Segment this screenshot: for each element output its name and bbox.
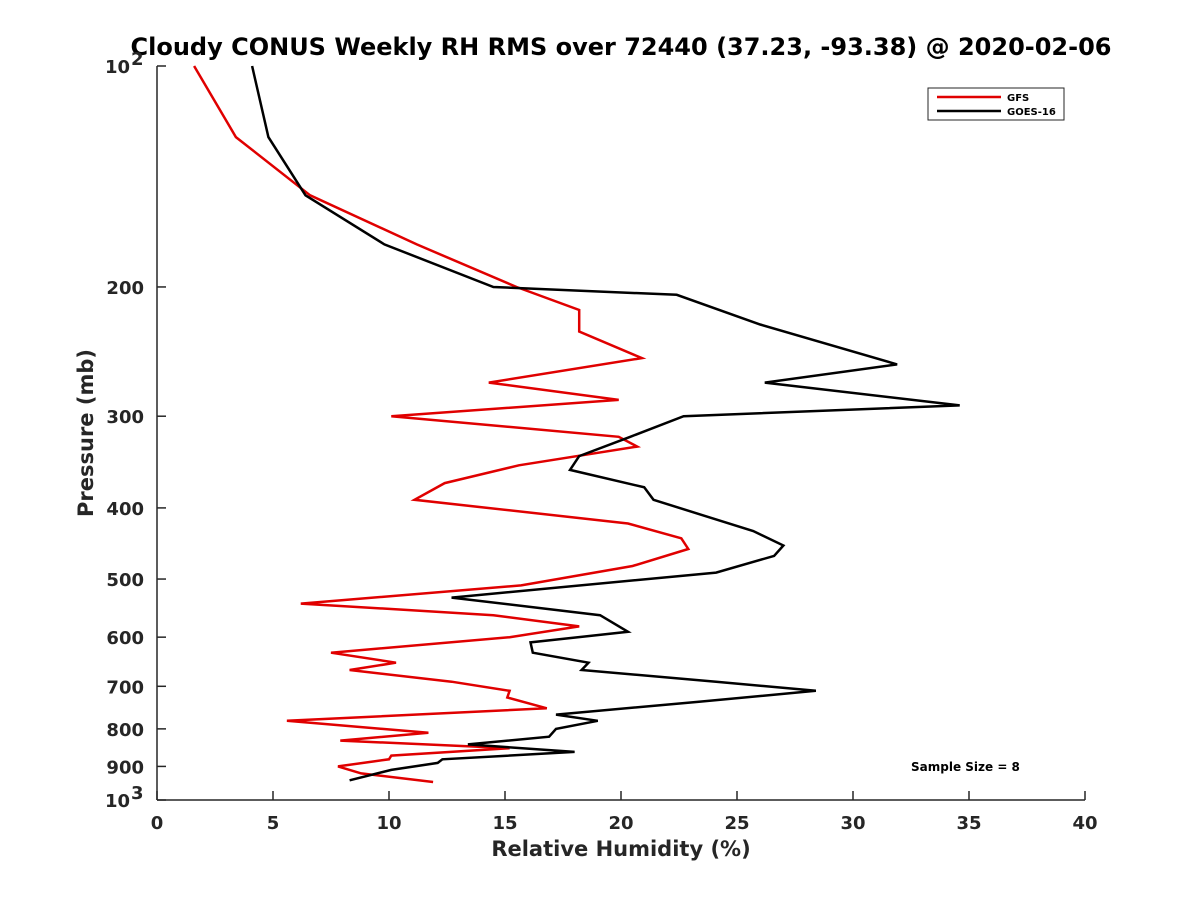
legend-box [927, 87, 1065, 121]
y-tick-exponent: 2 [131, 49, 144, 70]
x-tick-label: 30 [840, 813, 865, 834]
series-line-goes16 [250, 65, 960, 782]
y-tick-label: 200 [106, 278, 144, 299]
series-layer [193, 65, 960, 784]
y-tick-exponent: 3 [131, 783, 144, 804]
y-tick-label: 900 [106, 757, 144, 778]
y-tick-label: 500 [106, 570, 144, 591]
x-axis-label: Relative Humidity (%) [491, 837, 750, 861]
x-tick-label: 20 [608, 813, 633, 834]
x-axis-ticks: 0 5 10 15 20 25 30 35 40 [151, 791, 1098, 834]
x-tick-label: 25 [724, 813, 749, 834]
legend: GFS GOES-16 [927, 87, 1065, 121]
x-tick-label: 40 [1072, 813, 1097, 834]
x-tick-label: 10 [376, 813, 401, 834]
y-tick-label: 800 [106, 720, 144, 741]
x-tick-label: 5 [267, 813, 280, 834]
legend-label-gfs: GFS [1007, 93, 1029, 104]
x-tick-label: 35 [956, 813, 981, 834]
y-tick-label: 10 [105, 791, 130, 812]
x-tick-label: 15 [492, 813, 517, 834]
x-tick-label: 0 [151, 813, 164, 834]
chart-title: Cloudy CONUS Weekly RH RMS over 72440 (3… [131, 33, 1112, 61]
y-tick-label: 400 [106, 499, 144, 520]
y-tick-label: 600 [106, 628, 144, 649]
y-tick-label: 700 [106, 677, 144, 698]
series-line-gfs [193, 65, 691, 784]
y-tick-label: 10 [105, 57, 130, 78]
y-axis-label: Pressure (mb) [74, 349, 98, 517]
y-tick-label: 300 [106, 407, 144, 428]
legend-label-goes16: GOES-16 [1007, 107, 1056, 118]
sample-size-annotation: Sample Size = 8 [911, 760, 1020, 774]
